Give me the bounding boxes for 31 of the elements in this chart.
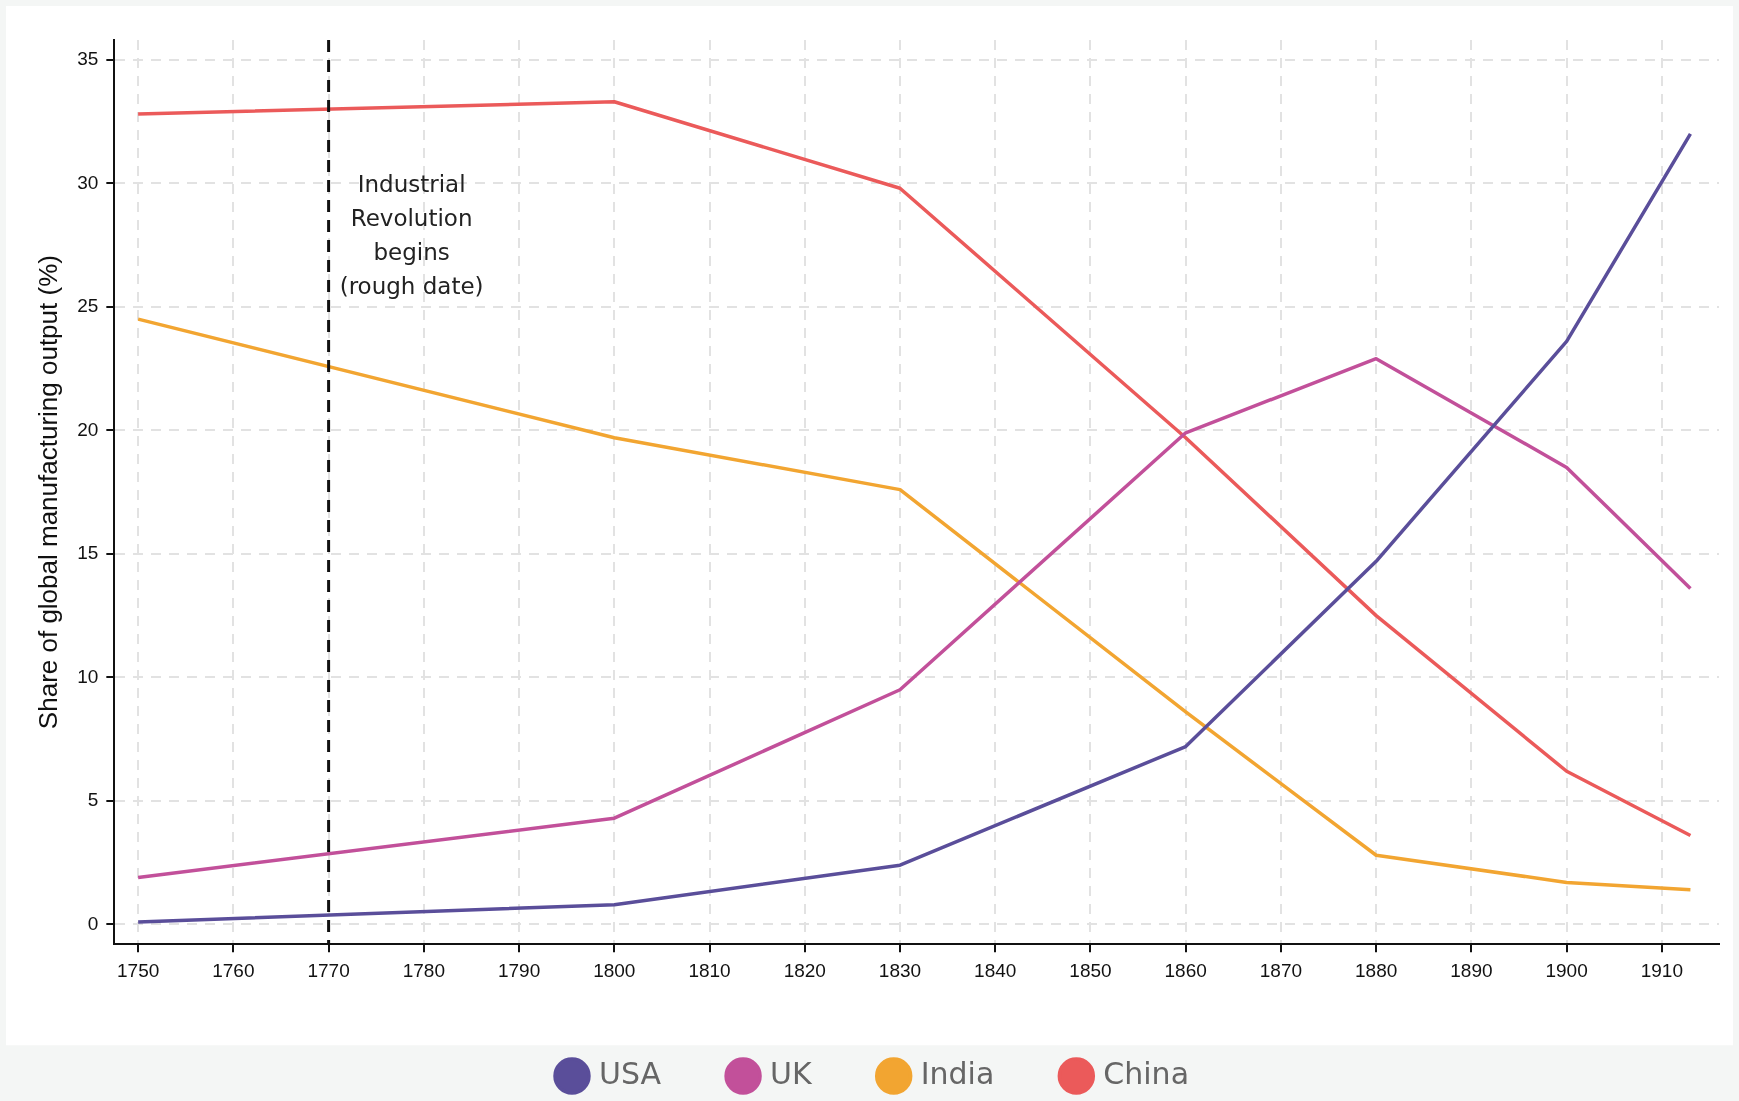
- x-tick-label: 1830: [878, 959, 922, 981]
- legend-label: UK: [770, 1055, 814, 1091]
- y-tick-label: 5: [87, 789, 99, 811]
- x-tick-label: 1800: [593, 959, 636, 981]
- x-tick-label: 1880: [1355, 959, 1398, 981]
- y-tick-label: 10: [77, 665, 99, 687]
- legend-label: India: [920, 1055, 995, 1091]
- x-tick-label: 1770: [307, 959, 350, 981]
- x-tick-label: 1750: [117, 959, 160, 981]
- x-tick-label: 1900: [1545, 959, 1588, 981]
- y-tick-label: 15: [77, 542, 99, 564]
- x-tick-label: 1790: [497, 959, 541, 981]
- x-tick-label: 1780: [402, 959, 445, 981]
- x-tick-label: 1890: [1450, 959, 1493, 981]
- y-axis-title: Share of global manufacturing output (%): [32, 255, 63, 730]
- y-tick-label: 30: [77, 171, 99, 193]
- x-tick-label: 1840: [974, 959, 1017, 981]
- legend-label: China: [1103, 1055, 1190, 1091]
- x-tick-label: 1820: [783, 959, 826, 981]
- x-tick-label: 1910: [1640, 959, 1683, 981]
- y-tick-label: 0: [87, 912, 99, 934]
- legend-label: USA: [598, 1055, 662, 1091]
- y-tick-label: 35: [77, 48, 99, 69]
- y-tick-label: 20: [77, 418, 99, 440]
- x-tick-label: 1870: [1259, 959, 1303, 981]
- ref-line-label: Industrial Revolution begins (rough date): [339, 171, 484, 300]
- x-tick-label: 1760: [212, 959, 255, 981]
- x-tick-label: 1810: [688, 959, 731, 981]
- x-tick-label: 1850: [1069, 959, 1112, 981]
- x-tick-label: 1860: [1164, 959, 1207, 981]
- y-tick-label: 25: [77, 295, 99, 317]
